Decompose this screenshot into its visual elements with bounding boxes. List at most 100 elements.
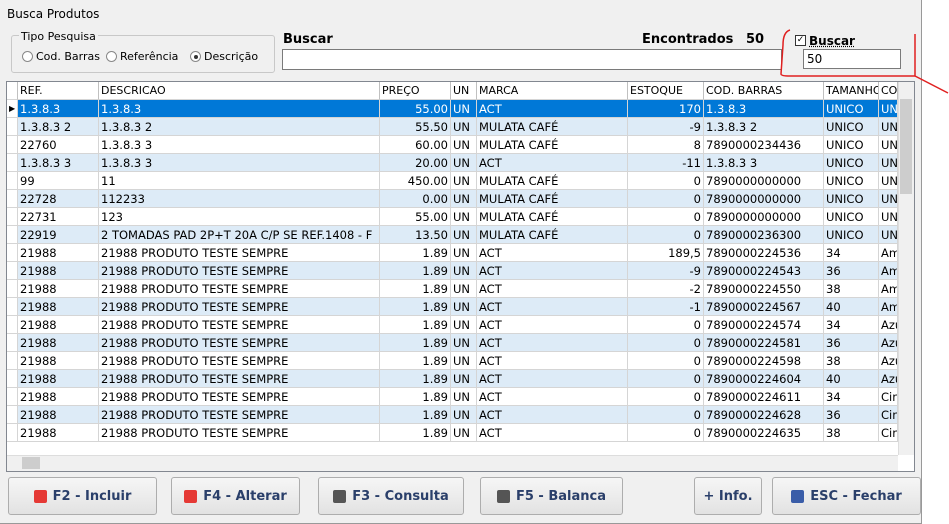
- table-cell[interactable]: Am: [879, 280, 898, 298]
- table-cell[interactable]: UN: [451, 262, 477, 280]
- table-cell[interactable]: ACT: [477, 388, 628, 406]
- table-cell[interactable]: Azu: [879, 334, 898, 352]
- table-cell[interactable]: 1.89: [380, 262, 451, 280]
- button-label[interactable]: ESC - Fechar: [810, 488, 902, 504]
- table-cell[interactable]: 1.89: [380, 316, 451, 334]
- table-cell[interactable]: 22760: [18, 136, 99, 154]
- table-cell[interactable]: UN: [879, 172, 898, 190]
- table-cell[interactable]: UN: [451, 154, 477, 172]
- table-cell[interactable]: 11: [99, 172, 380, 190]
- table-row[interactable]: 21988 21988 PRODUTO TESTE SEMPRE 1.89 UN ACT…: [7, 424, 898, 442]
- table-cell[interactable]: 0: [628, 172, 704, 190]
- table-cell[interactable]: 21988: [18, 370, 99, 388]
- table-cell[interactable]: 21988: [18, 298, 99, 316]
- table-cell[interactable]: UN: [879, 226, 898, 244]
- table-cell[interactable]: UN: [451, 316, 477, 334]
- first-checkbox[interactable]: ✓: [795, 35, 806, 46]
- table-cell[interactable]: 1.3.8.3: [704, 100, 824, 118]
- table-cell[interactable]: ACT: [477, 316, 628, 334]
- table-cell[interactable]: 21988: [18, 406, 99, 424]
- table-cell[interactable]: 112233: [99, 190, 380, 208]
- table-cell[interactable]: 1.89: [380, 388, 451, 406]
- table-cell[interactable]: 1.3.8.3: [99, 100, 380, 118]
- table-row[interactable]: 1.3.8.3 2 1.3.8.3 2 55.50 UN MULATA CAFÉ -9 1.…: [7, 118, 898, 136]
- button-label[interactable]: F5 - Balanca: [515, 488, 607, 504]
- table-cell[interactable]: UN: [451, 334, 477, 352]
- table-cell[interactable]: 1.89: [380, 244, 451, 262]
- table-cell[interactable]: 0: [628, 334, 704, 352]
- table-row[interactable]: 21988 21988 PRODUTO TESTE SEMPRE 1.89 UN ACT…: [7, 316, 898, 334]
- table-row[interactable]: 21988 21988 PRODUTO TESTE SEMPRE 1.89 UN ACT…: [7, 406, 898, 424]
- table-cell[interactable]: 170: [628, 100, 704, 118]
- table-cell[interactable]: UN: [451, 208, 477, 226]
- table-cell[interactable]: 1.89: [380, 298, 451, 316]
- table-cell[interactable]: MULATA CAFÉ: [477, 190, 628, 208]
- table-cell[interactable]: 1.3.8.3 2: [704, 118, 824, 136]
- table-cell[interactable]: 21988: [18, 388, 99, 406]
- table-cell[interactable]: ACT: [477, 100, 628, 118]
- table-cell[interactable]: ACT: [477, 334, 628, 352]
- table-cell[interactable]: 0: [628, 406, 704, 424]
- table-cell[interactable]: 55.00: [380, 100, 451, 118]
- table-cell[interactable]: UN: [879, 208, 898, 226]
- table-cell[interactable]: UNICO: [824, 154, 879, 172]
- table-cell[interactable]: UN: [451, 172, 477, 190]
- button-label[interactable]: + Info.: [703, 488, 753, 504]
- table-cell[interactable]: Azu: [879, 352, 898, 370]
- table-cell[interactable]: UNICO: [824, 172, 879, 190]
- table-row[interactable]: 21988 21988 PRODUTO TESTE SEMPRE 1.89 UN ACT…: [7, 280, 898, 298]
- table-cell[interactable]: 123: [99, 208, 380, 226]
- table-cell[interactable]: UN: [451, 226, 477, 244]
- table-cell[interactable]: 21988 PRODUTO TESTE SEMPRE: [99, 316, 380, 334]
- column-header[interactable]: MARCA: [477, 82, 628, 100]
- table-cell[interactable]: 21988: [18, 316, 99, 334]
- table-cell[interactable]: 7890000224581: [704, 334, 824, 352]
- table-cell[interactable]: ACT: [477, 262, 628, 280]
- table-cell[interactable]: 1.89: [380, 370, 451, 388]
- table-cell[interactable]: 21988: [18, 334, 99, 352]
- table-cell[interactable]: 36: [824, 334, 879, 352]
- radio-dot[interactable]: [22, 51, 33, 62]
- table-cell[interactable]: Am: [879, 244, 898, 262]
- table-cell[interactable]: 34: [824, 388, 879, 406]
- table-cell[interactable]: ACT: [477, 280, 628, 298]
- table-cell[interactable]: 22919: [18, 226, 99, 244]
- table-cell[interactable]: 7890000224604: [704, 370, 824, 388]
- table-cell[interactable]: 1.3.8.3 2: [99, 118, 380, 136]
- table-cell[interactable]: MULATA CAFÉ: [477, 118, 628, 136]
- table-cell[interactable]: 1.3.8.3 3: [99, 154, 380, 172]
- table-cell[interactable]: 7890000000000: [704, 172, 824, 190]
- table-cell[interactable]: 7890000224536: [704, 244, 824, 262]
- table-cell[interactable]: Cin: [879, 406, 898, 424]
- table-cell[interactable]: UN: [451, 136, 477, 154]
- table-cell[interactable]: 21988 PRODUTO TESTE SEMPRE: [99, 244, 380, 262]
- table-cell[interactable]: 21988: [18, 262, 99, 280]
- table-cell[interactable]: 34: [824, 244, 879, 262]
- column-header[interactable]: ESTOQUE: [628, 82, 704, 100]
- table-cell[interactable]: -2: [628, 280, 704, 298]
- table-cell[interactable]: 7890000234436: [704, 136, 824, 154]
- table-cell[interactable]: UN: [451, 298, 477, 316]
- table-cell[interactable]: 2 TOMADAS PAD 2P+T 20A C/P SE REF.1408 -…: [99, 226, 380, 244]
- table-cell[interactable]: Cin: [879, 388, 898, 406]
- table-cell[interactable]: 1.89: [380, 334, 451, 352]
- table-cell[interactable]: UN: [879, 100, 898, 118]
- table-cell[interactable]: UN: [451, 352, 477, 370]
- table-cell[interactable]: ACT: [477, 154, 628, 172]
- table-cell[interactable]: 0.00: [380, 190, 451, 208]
- table-cell[interactable]: 7890000224598: [704, 352, 824, 370]
- first-input[interactable]: 50: [803, 49, 901, 69]
- radio-option[interactable]: Referência: [106, 50, 178, 63]
- table-cell[interactable]: UNICO: [824, 208, 879, 226]
- table-cell[interactable]: Am: [879, 298, 898, 316]
- table-cell[interactable]: 0: [628, 370, 704, 388]
- table-cell[interactable]: 1.89: [380, 424, 451, 442]
- table-cell[interactable]: 7890000224543: [704, 262, 824, 280]
- table-cell[interactable]: 21988 PRODUTO TESTE SEMPRE: [99, 280, 380, 298]
- table-cell[interactable]: 1.3.8.3 2: [18, 118, 99, 136]
- table-row[interactable]: 1.3.8.3 3 1.3.8.3 3 20.00 UN ACT -11 1.3.8.3 3…: [7, 154, 898, 172]
- table-row[interactable]: 22919 2 TOMADAS PAD 2P+T 20A C/P SE REF.1…: [7, 226, 898, 244]
- table-cell[interactable]: UN: [451, 118, 477, 136]
- table-row[interactable]: 22728 112233 0.00 UN MULATA CAFÉ 0 78900000000…: [7, 190, 898, 208]
- table-cell[interactable]: UN: [879, 136, 898, 154]
